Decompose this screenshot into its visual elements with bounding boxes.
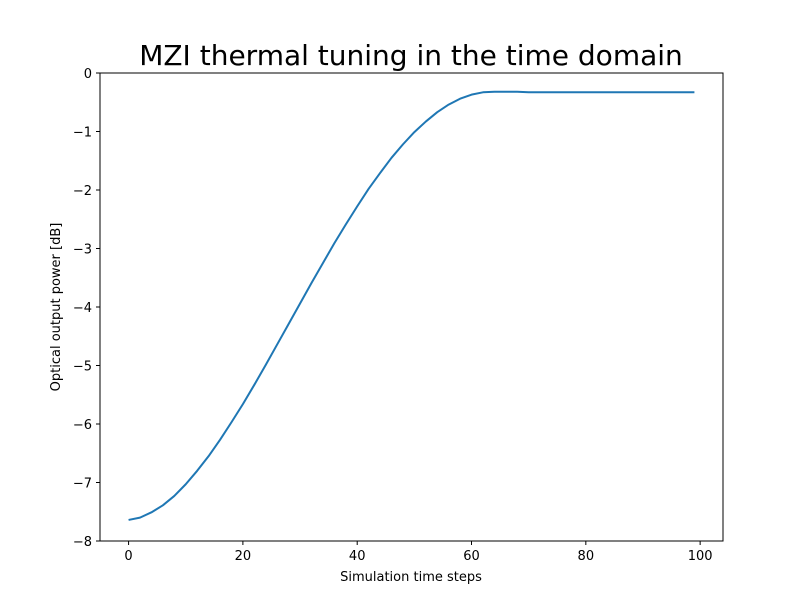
plot-frame [99,72,724,542]
x-tick-label: 60 [463,549,480,564]
series-line [128,90,695,521]
x-tick-label: 20 [235,549,252,564]
x-axis-ticks: 0 20 40 60 80 100 [124,541,713,564]
y-tick-label: −5 [73,360,92,375]
y-axis-ticks: 0 −1 −2 −3 −4 −5 −6 −7 −8 [73,67,100,550]
x-axis-label: Simulation time steps [340,570,482,585]
y-tick-label: −4 [73,301,92,316]
chart-title: MZI thermal tuning in the time domain [139,39,683,72]
x-tick-label: 80 [578,549,595,564]
y-tick-label: −6 [73,418,92,433]
x-tick-label: 40 [349,549,366,564]
y-tick-label: −2 [73,184,92,199]
y-tick-label: −3 [73,243,92,258]
x-tick-label: 100 [688,549,713,564]
y-tick-label: 0 [84,67,92,82]
x-tick-label: 0 [124,549,132,564]
y-axis-label: Optical output power [dB] [49,223,64,392]
y-tick-label: −7 [73,477,92,492]
y-tick-label: −8 [73,535,92,550]
y-tick-label: −1 [73,126,92,141]
